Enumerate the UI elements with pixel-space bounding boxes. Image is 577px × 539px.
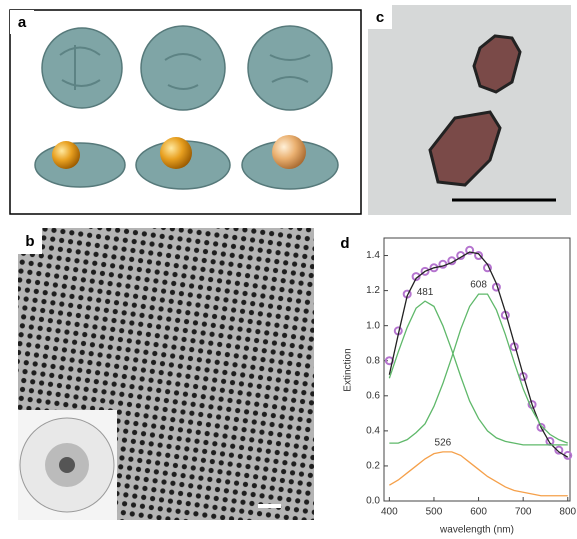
y-tick-label: 0.6 [366,390,380,401]
series-line [389,294,567,443]
panel-label: c [376,9,384,26]
series-line [389,452,567,496]
x-tick-label: 700 [515,507,532,518]
peak-label: 608 [470,280,487,291]
peak-label: 526 [435,438,452,449]
y-tick-label: 0.2 [366,461,380,472]
x-tick-label: 400 [381,507,398,518]
y-tick-label: 0.8 [366,355,380,366]
peak-label: 481 [417,287,434,298]
y-tick-label: 0.4 [366,426,380,437]
y-axis-title: Extinction [343,348,354,391]
figure: a c b d wavelength (nm) Extinction 400 50… [0,0,577,539]
y-tick-label: 1.4 [366,250,380,261]
panel-a: a [10,10,361,214]
y-tick-label: 1.0 [366,320,380,331]
panel-c: c [368,5,571,215]
y-tick-label: 0.0 [366,496,380,507]
panel-b: b [18,228,314,520]
x-axis-title: wavelength (nm) [439,525,514,536]
panel-label: b [25,233,34,250]
y-tick-label: 1.2 [366,285,380,296]
x-tick-label: 800 [559,507,576,518]
x-tick-label: 600 [470,507,487,518]
panel-label: d [340,235,349,252]
x-tick-label: 500 [426,507,443,518]
panel-label: a [18,14,27,31]
